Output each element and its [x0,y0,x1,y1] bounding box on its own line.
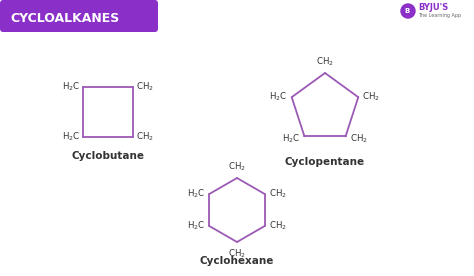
Text: H$_2$C: H$_2$C [187,188,205,200]
Text: Cyclobutane: Cyclobutane [72,151,145,161]
Text: CH$_2$: CH$_2$ [316,55,334,68]
Text: BYJU'S: BYJU'S [418,4,448,12]
Text: Cyclopentane: Cyclopentane [285,157,365,167]
Text: CH$_2$: CH$_2$ [362,91,380,104]
Text: B: B [404,8,410,14]
Text: CH$_2$: CH$_2$ [228,161,246,173]
Text: CH$_2$: CH$_2$ [269,220,287,232]
Text: H$_2$C: H$_2$C [187,220,205,232]
Text: CYCLOALKANES: CYCLOALKANES [10,12,119,25]
Text: H$_2$C: H$_2$C [270,91,288,104]
Text: H$_2$C: H$_2$C [282,132,301,145]
Text: H$_2$C: H$_2$C [62,131,80,143]
Text: CH$_2$: CH$_2$ [349,132,367,145]
Text: CH$_2$: CH$_2$ [228,247,246,259]
FancyBboxPatch shape [0,0,158,32]
Text: The Learning App: The Learning App [418,14,461,18]
Text: CH$_2$: CH$_2$ [136,131,154,143]
Text: CH$_2$: CH$_2$ [136,81,154,93]
Text: H$_2$C: H$_2$C [62,81,80,93]
Circle shape [401,4,415,18]
Text: Cyclohexane: Cyclohexane [200,256,274,266]
Text: CH$_2$: CH$_2$ [269,188,287,200]
